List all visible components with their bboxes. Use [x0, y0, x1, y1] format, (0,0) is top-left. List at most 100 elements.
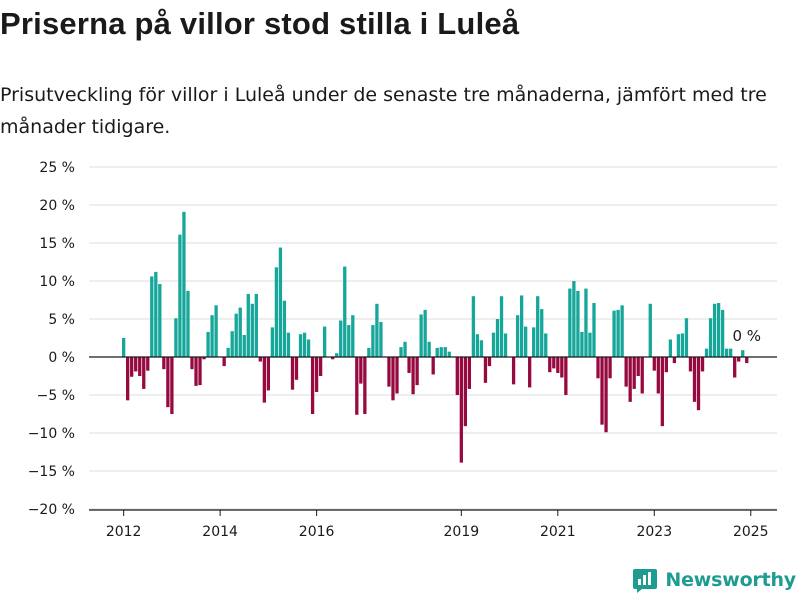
data-bar [190, 357, 194, 370]
data-bar [419, 314, 423, 357]
data-bar [415, 357, 419, 386]
data-bar [282, 300, 287, 357]
data-bar [130, 357, 134, 377]
data-bar [479, 340, 484, 357]
data-bar [672, 357, 677, 364]
data-bar [367, 347, 371, 357]
data-bar [515, 315, 520, 357]
data-bar [636, 357, 640, 376]
data-bar [154, 271, 158, 357]
y-tick-label: 25 % [39, 160, 75, 176]
data-bar [475, 334, 480, 357]
data-bar [206, 331, 210, 357]
data-bar [656, 357, 660, 394]
data-bar [737, 357, 741, 362]
data-bar [584, 288, 588, 357]
data-bar [363, 357, 367, 414]
data-bar [712, 303, 717, 357]
y-tick-label: −20 % [28, 502, 75, 518]
data-bar [576, 290, 580, 357]
data-bar [708, 318, 713, 357]
data-bar [519, 295, 524, 357]
data-bar [491, 332, 496, 357]
data-bar [443, 347, 447, 357]
y-tick-label: 15 % [39, 236, 75, 252]
data-bar [720, 309, 725, 357]
data-bar [684, 318, 689, 357]
data-bar [387, 357, 391, 387]
data-bar [692, 357, 697, 402]
data-bar [158, 284, 162, 357]
x-axis: 2012 2014 2016 2019 2021 2023 2025 [89, 509, 777, 540]
data-bar [278, 247, 283, 357]
data-bar [447, 351, 451, 357]
last-value-label: 0 % [732, 327, 761, 345]
bar-series [122, 211, 749, 463]
data-bar [339, 320, 343, 357]
x-tick-label: 2012 [106, 524, 142, 540]
data-bar [588, 332, 592, 357]
data-bar [668, 339, 673, 357]
data-bar [648, 303, 652, 357]
y-axis-ticks: 25 % 20 % 15 % 10 % 5 % 0 % −5 % −10 % −15 % −20 … [28, 160, 75, 518]
x-tick-label: 2016 [299, 524, 335, 540]
data-bar [511, 357, 516, 385]
data-bar [138, 357, 142, 376]
data-bar [166, 357, 170, 408]
data-bar [483, 357, 488, 383]
data-bar [274, 267, 279, 357]
data-bar [596, 357, 600, 379]
y-tick-label: 20 % [39, 198, 75, 214]
data-bar [290, 357, 295, 390]
data-bar [676, 334, 681, 357]
data-bar [335, 353, 339, 357]
x-tick-label: 2021 [540, 524, 576, 540]
page-subtitle: Prisutveckling för villor i Luleå under … [0, 84, 767, 138]
data-bar [528, 357, 532, 388]
data-bar [580, 331, 584, 357]
data-bar [298, 334, 303, 357]
data-bar [254, 293, 258, 357]
data-bar [210, 315, 214, 357]
data-bar [540, 309, 544, 357]
data-bar [202, 357, 206, 360]
data-bar [294, 357, 299, 380]
data-bar [487, 357, 492, 367]
data-bar [379, 322, 383, 357]
data-bar [495, 319, 500, 357]
data-bar [411, 357, 415, 395]
data-bar [568, 288, 572, 357]
data-bar [226, 347, 230, 357]
data-bar [632, 357, 636, 389]
x-tick-label: 2019 [444, 524, 480, 540]
data-bar [395, 357, 399, 394]
data-bar [592, 303, 596, 357]
data-bar [359, 357, 363, 384]
data-bar [604, 357, 608, 433]
data-bar [258, 357, 262, 362]
data-bar [214, 305, 218, 357]
data-bar [286, 332, 291, 357]
data-bar [544, 333, 548, 357]
data-bar [186, 290, 190, 357]
data-bar [435, 347, 439, 357]
y-tick-label: −10 % [28, 426, 75, 442]
data-bar [640, 357, 644, 394]
data-bar [351, 315, 355, 357]
page-title: Priserna på villor stod stilla i Luleå [0, 6, 520, 41]
data-bar [399, 347, 403, 357]
data-bar [423, 309, 427, 357]
brand-name: Newsworthy [665, 569, 796, 591]
data-bar [431, 357, 435, 375]
data-bar [572, 281, 576, 357]
data-bar [620, 305, 624, 357]
data-bar [234, 313, 238, 357]
data-bar [178, 234, 182, 357]
x-tick-label: 2025 [733, 524, 769, 540]
data-bar [407, 357, 411, 373]
y-tick-label: −15 % [28, 464, 75, 480]
x-tick-label: 2014 [202, 524, 238, 540]
data-bar [198, 357, 202, 386]
x-tick-label: 2023 [636, 524, 672, 540]
data-bar [126, 357, 130, 401]
